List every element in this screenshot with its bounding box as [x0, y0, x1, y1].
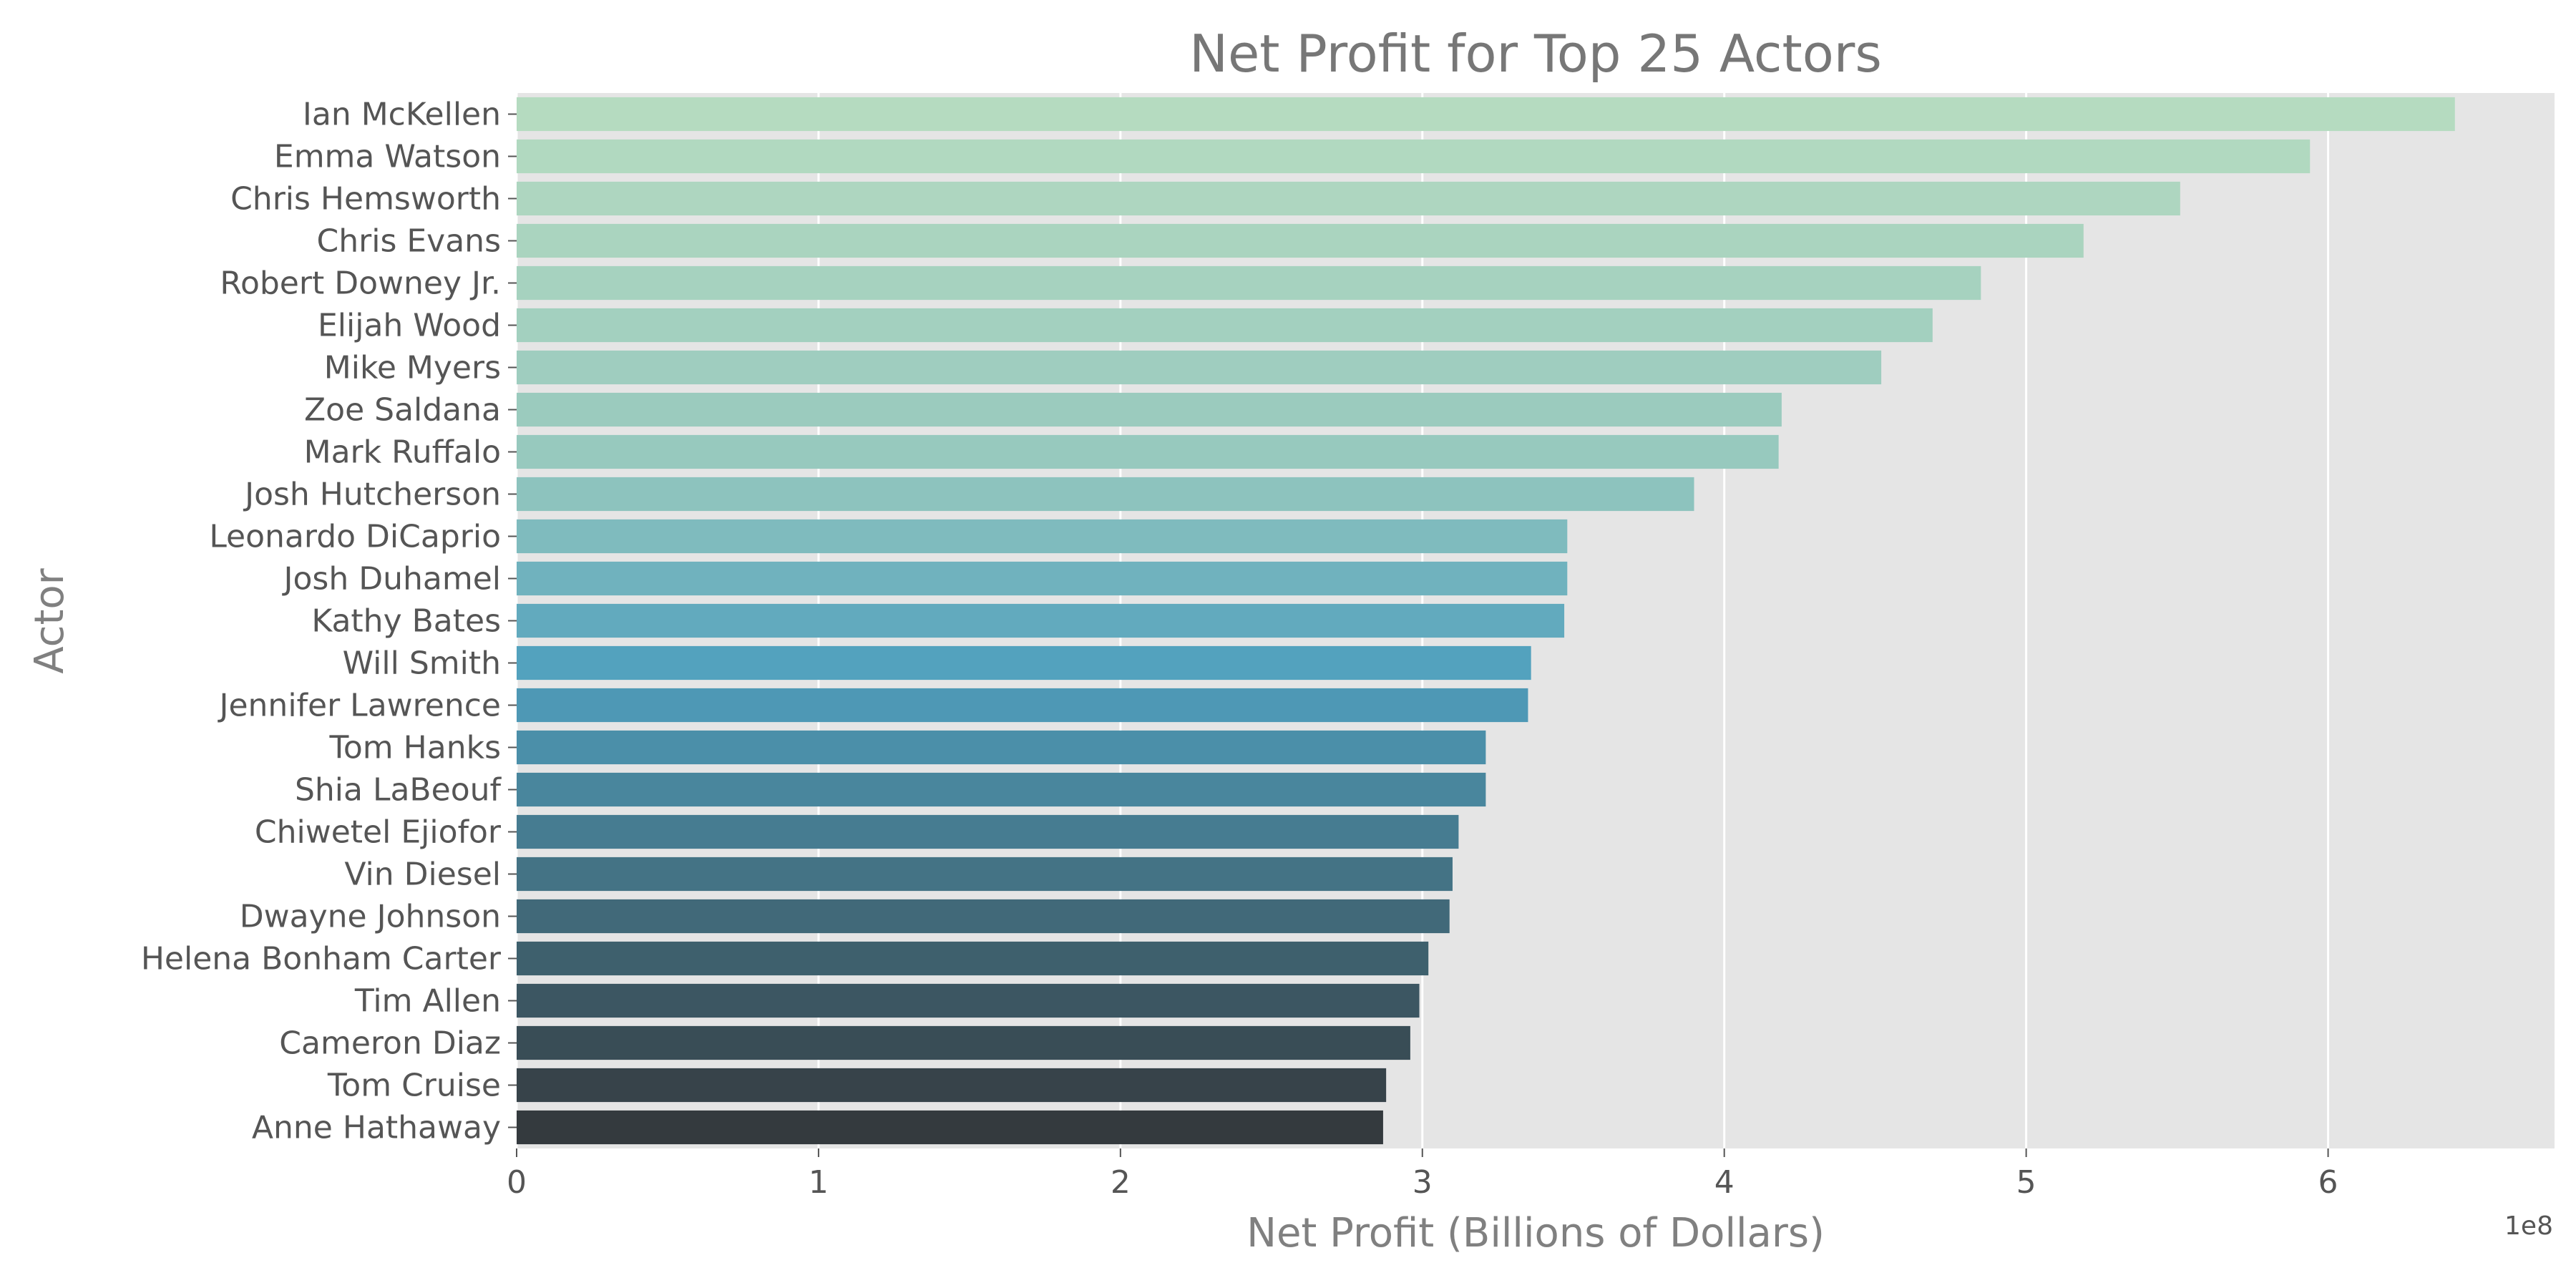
x-tick-label-5: 5 [2016, 1164, 2036, 1201]
y-tick-label: Dwayne Johnson [240, 899, 501, 935]
y-tick-label: Anne Hathaway [252, 1110, 501, 1146]
bar-tom-cruise [517, 1068, 1387, 1103]
y-tick-label: Jennifer Lawrence [218, 688, 502, 724]
bar-shia-labeouf [517, 772, 1486, 807]
y-tick-label: Josh Hutcherson [243, 477, 501, 513]
bar-helena-bonham-carter [517, 941, 1429, 976]
y-axis-ticks: Ian McKellen Emma Watson Chris Hemsworth Ch… [141, 97, 517, 1146]
y-tick-label: Vin Diesel [344, 857, 501, 893]
y-tick-label: Elijah Wood [318, 308, 501, 344]
bar-kathy-bates [517, 603, 1565, 638]
bar-emma-watson [517, 139, 2311, 174]
y-tick-label: Tom Hanks [328, 730, 501, 766]
y-tick-label: Chris Evans [317, 223, 501, 260]
y-tick-label: Mark Ruffalo [304, 434, 501, 471]
x-tick-label-3: 3 [1413, 1164, 1433, 1201]
x-tick-label-6: 6 [2318, 1164, 2338, 1201]
x-axis-label: Net Profit (Billions of Dollars) [1246, 1210, 1825, 1257]
x-tick-label-0: 0 [507, 1164, 527, 1201]
bars [517, 97, 2455, 1145]
y-tick-label: Chris Hemsworth [230, 181, 501, 218]
bar-zoe-saldana [517, 392, 1782, 427]
x-tick-label-4: 4 [1714, 1164, 1735, 1201]
x-tick-label-2: 2 [1111, 1164, 1131, 1201]
bar-chris-evans [517, 223, 2084, 258]
y-tick-label: Helena Bonham Carter [141, 941, 502, 977]
bar-leonardo-dicaprio [517, 519, 1568, 554]
bar-mike-myers [517, 350, 1882, 385]
bar-chiwetel-ejiofor [517, 814, 1459, 849]
bar-jennifer-lawrence [517, 688, 1528, 723]
x-axis-ticks: 0 1 2 3 4 5 6 [507, 1148, 2338, 1201]
y-tick-label: Chiwetel Ejiofor [255, 814, 502, 851]
y-tick-label: Ian McKellen [303, 97, 501, 133]
y-tick-label: Emma Watson [274, 139, 501, 175]
y-tick-label: Will Smith [343, 645, 501, 682]
y-tick-label: Tim Allen [354, 983, 501, 1020]
bar-chris-hemsworth [517, 181, 2180, 216]
bar-ian-mckellen [517, 97, 2455, 132]
y-tick-label: Shia LaBeouf [295, 772, 502, 809]
bar-mark-ruffalo [517, 434, 1779, 469]
y-tick-label: Zoe Saldana [304, 392, 501, 429]
bar-vin-diesel [517, 857, 1453, 892]
y-tick-label: Cameron Diaz [279, 1025, 501, 1062]
x-offset-label: 1e8 [2504, 1211, 2553, 1241]
bar-tom-hanks [517, 730, 1486, 765]
y-tick-label: Josh Duhamel [282, 561, 501, 597]
y-tick-label: Mike Myers [324, 350, 501, 386]
y-tick-label: Leonardo DiCaprio [209, 519, 501, 555]
bar-cameron-diaz [517, 1025, 1410, 1060]
x-tick-label-1: 1 [809, 1164, 829, 1201]
bar-robert-downey-jr [517, 265, 1981, 301]
bar-josh-duhamel [517, 561, 1568, 596]
y-tick-label: Tom Cruise [327, 1068, 501, 1104]
y-tick-label: Kathy Bates [311, 603, 501, 640]
bar-will-smith [517, 645, 1531, 680]
bar-elijah-wood [517, 308, 1933, 343]
bar-josh-hutcherson [517, 477, 1694, 512]
chart-title: Net Profit for Top 25 Actors [1189, 24, 1882, 84]
bar-tim-allen [517, 983, 1420, 1018]
bar-anne-hathaway [517, 1110, 1383, 1145]
bar-dwayne-johnson [517, 899, 1450, 934]
y-tick-label: Robert Downey Jr. [220, 265, 501, 302]
y-axis-label: Actor [26, 567, 73, 673]
